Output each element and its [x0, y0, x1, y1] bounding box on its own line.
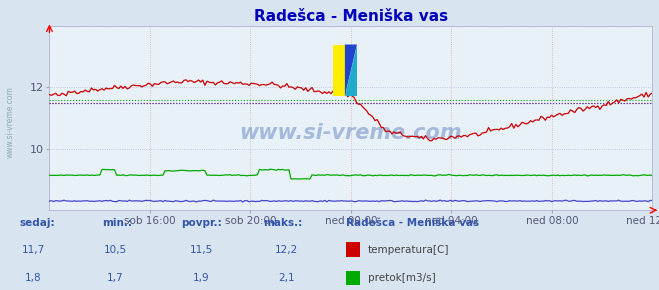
Title: Radešca - Meniška vas: Radešca - Meniška vas — [254, 8, 448, 23]
Text: min.:: min.: — [102, 218, 132, 228]
Text: 2,1: 2,1 — [278, 273, 295, 283]
Bar — [346, 271, 360, 285]
Text: 1,7: 1,7 — [107, 273, 124, 283]
Text: Radešca - Meniška vas: Radešca - Meniška vas — [346, 218, 479, 228]
Text: www.si-vreme.com: www.si-vreme.com — [5, 86, 14, 158]
Text: 12,2: 12,2 — [275, 245, 299, 255]
Polygon shape — [345, 44, 357, 96]
Text: www.si-vreme.com: www.si-vreme.com — [240, 123, 462, 143]
Text: sedaj:: sedaj: — [20, 218, 55, 228]
Bar — [333, 44, 345, 96]
Text: pretok[m3/s]: pretok[m3/s] — [368, 273, 436, 283]
Text: 1,9: 1,9 — [192, 273, 210, 283]
Text: 11,7: 11,7 — [21, 245, 45, 255]
Text: 10,5: 10,5 — [103, 245, 127, 255]
Text: maks.:: maks.: — [264, 218, 303, 228]
Bar — [346, 242, 360, 257]
Text: povpr.:: povpr.: — [181, 218, 222, 228]
Polygon shape — [345, 44, 357, 96]
Text: 11,5: 11,5 — [189, 245, 213, 255]
Text: temperatura[C]: temperatura[C] — [368, 245, 449, 255]
Text: 1,8: 1,8 — [24, 273, 42, 283]
